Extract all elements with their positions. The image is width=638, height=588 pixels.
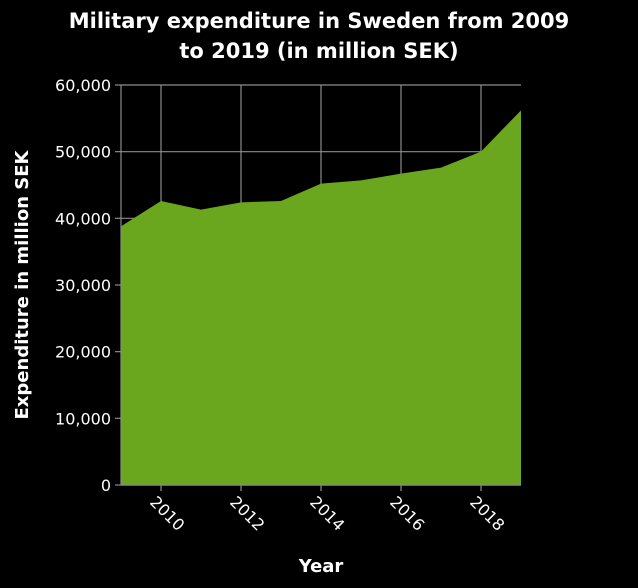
y-axis-ticks: 0 10,000 20,000 30,000 40,000 50,000 60,000 <box>55 76 121 495</box>
y-axis-label: Expenditure in million SEK <box>12 149 33 419</box>
x-tick-label: 2018 <box>466 492 508 534</box>
y-tick-label: 60,000 <box>55 76 111 95</box>
y-tick-label: 50,000 <box>55 143 111 162</box>
x-tick-label: 2012 <box>226 492 268 534</box>
y-tick-label: 0 <box>101 476 111 495</box>
y-tick-label: 20,000 <box>55 343 111 362</box>
area-series <box>121 110 521 485</box>
chart-title-line-2: to 2019 (in million SEK) <box>179 39 458 63</box>
y-tick-label: 40,000 <box>55 209 111 228</box>
x-axis-ticks: 2010 2012 2014 2016 2018 <box>146 485 508 535</box>
x-tick-label: 2010 <box>146 492 188 534</box>
y-tick-label: 10,000 <box>55 409 111 428</box>
chart-title: Military expenditure in Sweden from 2009… <box>69 9 570 63</box>
y-tick-label: 30,000 <box>55 276 111 295</box>
area-fill <box>121 110 521 485</box>
chart-title-line-1: Military expenditure in Sweden from 2009 <box>69 9 570 33</box>
x-axis-label: Year <box>298 556 344 577</box>
x-tick-label: 2014 <box>306 492 348 534</box>
x-tick-label: 2016 <box>386 492 428 534</box>
